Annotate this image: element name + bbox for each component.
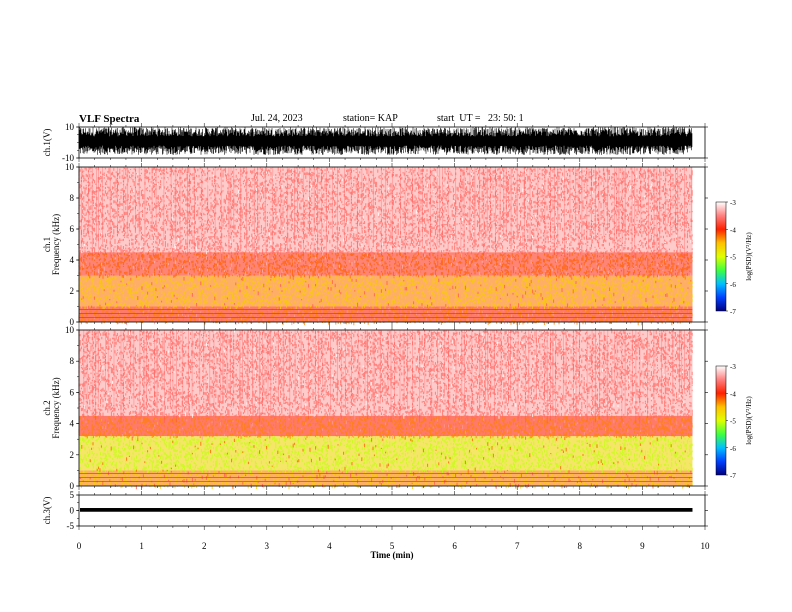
y-axis-label: Frequency (kHz) <box>51 214 61 275</box>
x-tick-label: 5 <box>390 541 395 551</box>
y-tick-label: 6 <box>70 224 75 234</box>
x-tick-label: 0 <box>77 541 82 551</box>
panel-axes-4: 5 0 -5 ch.3(V) <box>42 490 708 531</box>
y-tick-label: 4 <box>70 419 75 429</box>
y-axis-label: ch.1(V) <box>42 129 52 157</box>
x-tick-label: 10 <box>701 541 711 551</box>
colorbar-scale <box>715 201 727 312</box>
y-tick-label: 4 <box>70 255 75 265</box>
band-speckle <box>81 436 686 473</box>
y-axis-label: ch.2 <box>42 400 52 415</box>
colorbar-1: -3 -4 -5 -6 -7 log(PSD)(V²/Hz) <box>715 199 753 316</box>
colorbar-tick-label: -5 <box>730 418 736 426</box>
colorbar-2: -3 -4 -5 -6 -7 log(PSD)(V²/Hz) <box>715 363 753 480</box>
y-tick-label: 2 <box>70 450 75 460</box>
x-tick-label: 7 <box>515 541 520 551</box>
header-station: station= KAP <box>343 113 398 124</box>
colorbar-scale <box>715 365 727 476</box>
y-axis-label: Frequency (kHz) <box>51 377 61 438</box>
colorbar-tick-label: -3 <box>730 363 736 371</box>
y-tick-label: 8 <box>70 193 75 203</box>
panel-axes-1: 10 -10 ch.1(V) <box>42 122 708 163</box>
x-tick-label: 1 <box>139 541 144 551</box>
colorbar-label: log(PSD)(V²/Hz) <box>745 232 753 281</box>
header-title: VLF Spectra <box>79 113 140 125</box>
band-speckle <box>82 415 693 440</box>
colorbar-tick-label: -4 <box>730 226 736 234</box>
colorbar-label: log(PSD)(V²/Hz) <box>745 396 753 445</box>
y-tick-label: 8 <box>70 356 75 366</box>
band-speckle <box>81 275 692 310</box>
y-tick-label: 10 <box>65 122 75 132</box>
y-tick-label: 2 <box>70 286 75 296</box>
header-start-time: start UT = 23: 50: 1 <box>437 113 524 124</box>
y-tick-label: 5 <box>70 490 75 500</box>
band-speckle <box>81 252 692 280</box>
x-tick-label: 4 <box>327 541 332 551</box>
y-tick-label: 10 <box>65 325 75 335</box>
y-tick-label: 0 <box>70 317 75 327</box>
spectrogram-band <box>78 167 693 256</box>
colorbar-tick-label: -6 <box>730 281 736 289</box>
x-tick-label: 6 <box>452 541 457 551</box>
y-tick-label: -5 <box>67 521 75 531</box>
colorbar-tick-label: -5 <box>730 254 736 262</box>
spectrogram-band <box>78 275 693 310</box>
panel-axes-2: 0 2 4 6 8 10 ch.1 Frequency (kHz) <box>42 162 708 327</box>
y-tick-label: 0 <box>70 481 75 491</box>
band-speckle <box>84 330 690 419</box>
colorbar-tick-label: -6 <box>730 445 736 453</box>
ch1-spectrogram <box>78 167 693 326</box>
ch3-waveform-trace <box>80 508 693 512</box>
colorbar-tick-label: -3 <box>730 199 736 207</box>
y-axis-label: ch.1 <box>42 237 52 252</box>
colorbar-tick-label: -4 <box>730 390 736 398</box>
ch2-spectrogram <box>78 330 693 490</box>
colorbar-tick-label: -7 <box>730 308 736 316</box>
spectrogram-band <box>78 252 693 280</box>
header-date: Jul. 24, 2023 <box>251 113 303 124</box>
ch1-waveform-trace <box>78 127 693 155</box>
band-base <box>79 470 693 486</box>
panel-axes-3: 0 2 4 6 8 10 ch.2 Frequency (kHz) <box>42 325 708 491</box>
y-axis-label: ch.3(V) <box>42 497 52 525</box>
band-speckle <box>81 168 693 255</box>
colorbar-tick-label: -7 <box>730 472 736 480</box>
x-tick-label: 9 <box>640 541 645 551</box>
x-axis-label: Time (min) <box>370 550 413 560</box>
y-tick-label: 10 <box>65 162 75 172</box>
y-tick-label: 6 <box>70 387 75 397</box>
spectrogram-band <box>78 436 693 474</box>
spectrogram-band <box>78 330 693 419</box>
x-tick-label: 3 <box>265 541 270 551</box>
y-tick-label: -10 <box>62 153 74 163</box>
x-tick-label: 2 <box>202 541 207 551</box>
spectrogram-band <box>78 415 693 440</box>
y-tick-label: 0 <box>70 506 75 516</box>
x-tick-label: 8 <box>578 541 583 551</box>
